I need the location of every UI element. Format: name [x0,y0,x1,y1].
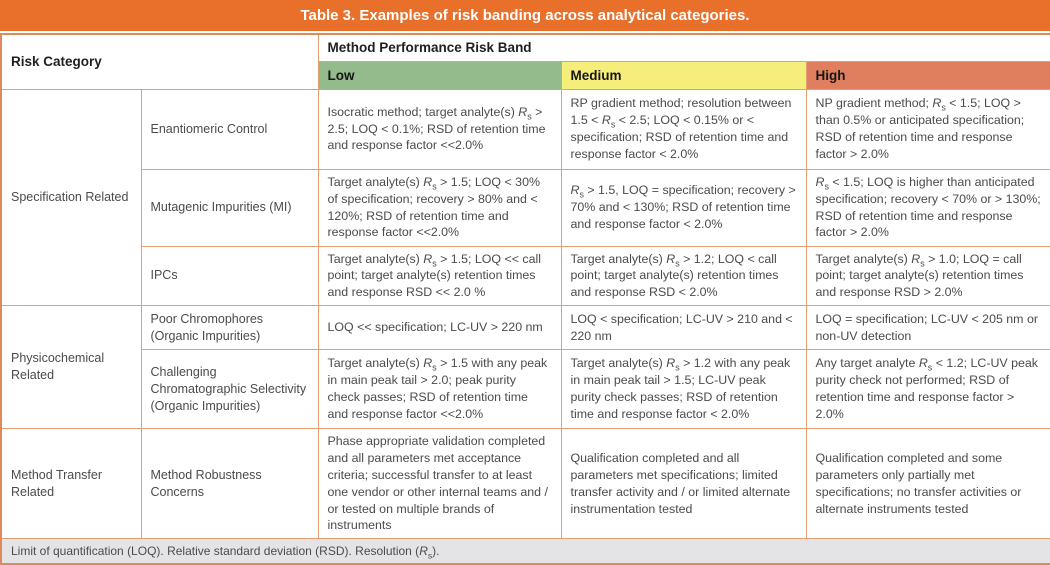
cell-low: Target analyte(s) Rs > 1.5 with any peak… [317,349,562,430]
table-row-mutagenic-impurities: Mutagenic Impurities (MI) Target analyte… [1,168,1050,247]
band-header-medium: Medium [560,60,807,90]
table-row-enantiomeric-control: Specification Related Enantiomeric Contr… [0,88,1050,307]
cell-low: Isocratic method; target analyte(s) Rs >… [317,88,562,170]
band-header-high: High [805,60,1050,90]
footnote-row: Limit of quantification (LOQ). Relative … [0,538,1050,565]
row-name-cell: IPCs [140,245,319,307]
row-name-cell: Mutagenic Impurities (MI) [140,168,319,247]
category-cell-physicochemical-related: Physicochemical Related [0,305,142,430]
cell-medium: LOQ < specification; LC-UV > 210 and < 2… [560,305,807,351]
row-name-cell: Challenging Chromatographic Selectivity … [140,349,319,430]
cell-high: NP gradient method; Rs < 1.5; LOQ > than… [805,88,1050,170]
row-name-cell: Enantiomeric Control [140,88,319,170]
table-row-ipcs: IPCs Target analyte(s) Rs > 1.5; LOQ << … [1,245,1050,307]
table-row-challenging-chromatographic-selectivity: Challenging Chromatographic Selectivity … [1,349,1050,430]
header-row-bands: Low Medium High [1,60,1050,90]
row-name-cell: Poor Chromophores (Organic Impurities) [140,305,319,351]
cell-medium: RP gradient method; resolution between 1… [560,88,807,170]
table-row-poor-chromophores: Physicochemical Related Poor Chromophore… [0,305,1050,430]
cell-low: Phase appropriate validation completed a… [317,428,562,540]
cell-low: LOQ << specification; LC-UV > 220 nm [317,305,562,351]
table-row-method-robustness-concerns: Method Transfer Related Method Robustnes… [0,428,1050,540]
cell-high: Qualification completed and some paramet… [805,428,1050,540]
risk-table: Risk Category Method Performance Risk Ba… [0,33,1050,565]
cell-medium: Target analyte(s) Rs > 1.2 with any peak… [560,349,807,430]
cell-medium: Rs > 1.5, LOQ = specification; recovery … [560,168,807,247]
header-row-group: Risk Category Method Performance Risk Ba… [0,33,1050,90]
band-header-low: Low [317,60,562,90]
cell-low: Target analyte(s) Rs > 1.5; LOQ << call … [317,245,562,307]
cell-low: Target analyte(s) Rs > 1.5; LOQ < 30% of… [317,168,562,247]
cell-medium: Qualification completed and all paramete… [560,428,807,540]
category-cell-specification-related: Specification Related [0,88,142,307]
cell-high: LOQ = specification; LC-UV < 205 nm or n… [805,305,1050,351]
risk-category-header: Risk Category [0,33,319,90]
category-cell-method-transfer-related: Method Transfer Related [0,428,142,540]
cell-high: Rs < 1.5; LOQ is higher than anticipated… [805,168,1050,247]
cell-medium: Target analyte(s) Rs > 1.2; LOQ < call p… [560,245,807,307]
cell-high: Any target analyte Rs < 1.2; LC-UV peak … [805,349,1050,430]
band-group-header: Method Performance Risk Band [317,33,1050,62]
cell-high: Target analyte(s) Rs > 1.0; LOQ = call p… [805,245,1050,307]
table-title: Table 3. Examples of risk banding across… [0,0,1050,33]
row-name-cell: Method Robustness Concerns [140,428,319,540]
footnote: Limit of quantification (LOQ). Relative … [0,538,1050,565]
